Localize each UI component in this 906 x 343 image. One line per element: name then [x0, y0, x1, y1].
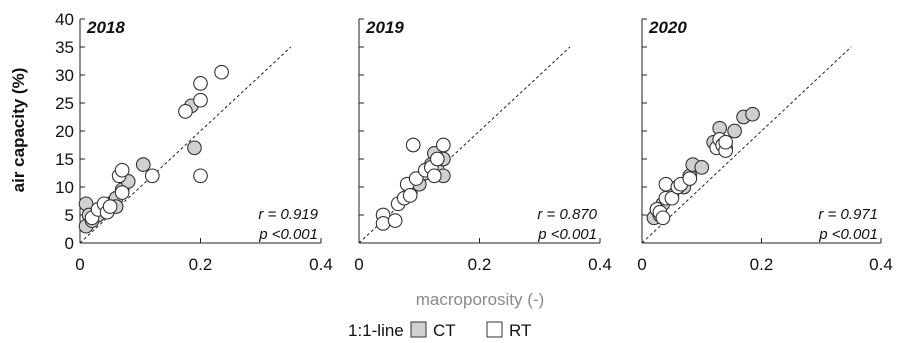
- x-tick-label: 0.2: [189, 255, 213, 274]
- y-tick-label: 35: [55, 38, 74, 57]
- one-to-one-line: [79, 46, 292, 244]
- y-tick-label: 10: [55, 178, 74, 197]
- panel-title: 2018: [86, 18, 125, 37]
- point-rt: [718, 134, 734, 150]
- x-tick-label: 0.4: [869, 255, 893, 274]
- point-ct: [187, 140, 202, 156]
- point-ct: [694, 160, 710, 175]
- stat-r: r = 0.870: [537, 206, 597, 223]
- y-tick-label: 0: [65, 234, 74, 253]
- panel-title: 2020: [648, 18, 687, 37]
- y-tick-label: 20: [55, 122, 74, 141]
- y-tick-label: 25: [55, 94, 74, 113]
- x-tick-label: 0: [637, 255, 646, 274]
- legend-swatch-ct: [410, 321, 427, 338]
- point-rt: [114, 162, 130, 178]
- point-ct: [727, 123, 742, 139]
- one-to-one-line: [641, 46, 852, 244]
- stat-p: p <0.001: [537, 226, 597, 243]
- y-tick-label: 5: [65, 206, 74, 225]
- stat-r: r = 0.919: [258, 206, 318, 223]
- point-rt: [429, 151, 445, 167]
- panel-2020: 0 0.2 0.4 2020 r = 0.971 p <0.001: [637, 18, 893, 274]
- point-rt: [436, 137, 451, 153]
- point-ct: [135, 157, 151, 172]
- stat-p: p <0.001: [258, 226, 318, 243]
- panel-2019: 0 0.2 0.4 2019 r = 0.870 p <0.001: [354, 18, 612, 274]
- point-rt: [178, 104, 193, 119]
- point-rt: [408, 171, 424, 186]
- x-tick-label: 0: [75, 255, 84, 274]
- point-rt: [387, 213, 403, 228]
- point-rt: [402, 188, 418, 203]
- point-rt: [114, 185, 130, 200]
- x-tick-label: 0.2: [750, 255, 774, 274]
- one-to-one-line: [358, 46, 571, 244]
- point-rt: [655, 210, 671, 226]
- stat-r: r = 0.971: [818, 206, 878, 223]
- point-rt: [193, 76, 208, 91]
- point-rt: [426, 168, 442, 184]
- legend-line-label: 1:1-line: [348, 321, 404, 340]
- panel-title: 2019: [365, 18, 404, 37]
- y-tick-label: 15: [55, 150, 74, 169]
- legend-label-ct: CT: [433, 321, 456, 340]
- y-tick-label: 40: [55, 10, 74, 29]
- stat-p: p <0.001: [818, 226, 878, 243]
- x-tick-label: 0: [354, 255, 363, 274]
- y-axis-label: air capacity (%): [9, 68, 28, 193]
- x-tick-label: 0.2: [468, 255, 492, 274]
- x-tick-label: 0.4: [309, 255, 333, 274]
- legend: 1:1-line CT RT: [348, 321, 531, 340]
- legend-swatch-rt: [486, 321, 503, 338]
- panels: 0 5 10 15 20 25 30 35 40 0 0.2 0.4 2018 r = 0.919 p <0…: [55, 10, 893, 274]
- point-rt: [664, 190, 680, 206]
- point-rt: [144, 168, 160, 184]
- point-rt: [658, 176, 674, 192]
- point-rt: [405, 137, 421, 153]
- x-tick-label: 0.4: [588, 255, 612, 274]
- point-rt: [682, 171, 698, 186]
- panel-2018: 0 5 10 15 20 25 30 35 40 0 0.2 0.4 2018 r = 0.919 p <0…: [55, 10, 333, 274]
- point-rt: [102, 199, 118, 214]
- point-rt: [375, 216, 391, 231]
- x-axis-label: macroporosity (-): [416, 290, 544, 309]
- point-rt: [193, 92, 208, 108]
- y-tick-label: 30: [55, 66, 74, 85]
- point-rt: [214, 64, 229, 80]
- legend-label-rt: RT: [509, 321, 531, 340]
- point-rt: [193, 168, 208, 184]
- point-ct: [745, 106, 760, 122]
